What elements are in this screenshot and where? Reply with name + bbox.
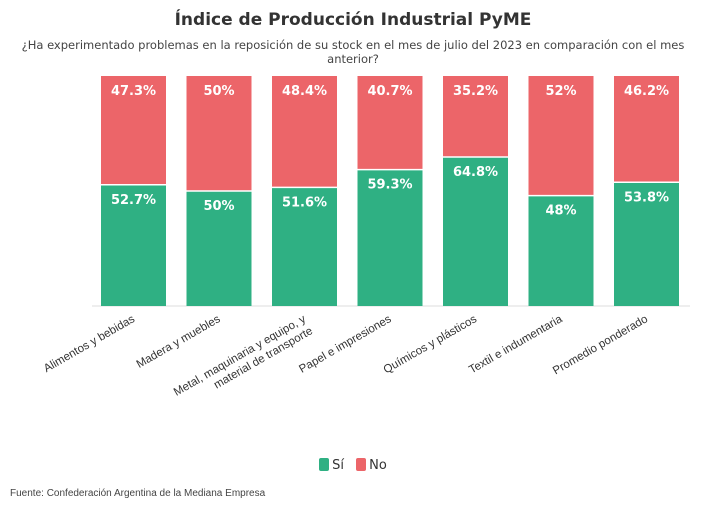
legend-item-si[interactable]: Sí (319, 458, 344, 473)
legend-item-no[interactable]: No (356, 458, 387, 473)
data-label-no-papel-e-impresiones: 40.7% (367, 84, 412, 99)
data-label-no-metal-maquinaria-y-equipo-y-material-de-transporte: 48.4% (282, 84, 327, 99)
x-tick-label-quimicos-y-plasticos: Químicos y plásticos (382, 313, 480, 376)
legend-swatch-no (356, 458, 367, 471)
data-label-no-textil-e-indumentaria: 52% (545, 84, 576, 99)
bar-no-textil-e-indumentaria[interactable] (528, 76, 594, 196)
x-tick-label-papel-e-impresiones: Papel e impresiones (297, 313, 393, 376)
bar-si-papel-e-impresiones[interactable] (357, 169, 423, 306)
data-label-si-quimicos-y-plasticos: 64.8% (453, 165, 498, 180)
data-label-no-promedio-ponderado: 46.2% (624, 84, 669, 99)
data-label-no-alimentos-y-bebidas: 47.3% (111, 84, 156, 99)
data-label-no-madera-y-muebles: 50% (203, 84, 234, 99)
legend: Sí No (0, 458, 706, 473)
data-label-si-metal-maquinaria-y-equipo-y-material-de-transporte: 51.6% (282, 195, 327, 210)
bar-no-quimicos-y-plasticos[interactable] (443, 76, 508, 157)
bar-no-alimentos-y-bebidas[interactable] (101, 76, 166, 185)
legend-label-si: Sí (332, 458, 345, 473)
chart-title: Índice de Producción Industrial PyME (174, 10, 532, 30)
data-label-si-alimentos-y-bebidas: 52.7% (111, 193, 156, 208)
data-label-si-textil-e-indumentaria: 48% (545, 204, 576, 219)
x-tick-label-alimentos-y-bebidas: Alimentos y bebidas (42, 313, 137, 375)
bar-si-promedio-ponderado[interactable] (614, 182, 679, 306)
x-tick-label-promedio-ponderado: Promedio ponderado (551, 313, 650, 377)
data-label-si-papel-e-impresiones: 59.3% (367, 178, 412, 193)
bar-si-alimentos-y-bebidas[interactable] (101, 184, 166, 306)
bar-no-papel-e-impresiones[interactable] (357, 76, 423, 170)
chart-subtitle: ¿Ha experimentado problemas en la reposi… (21, 38, 685, 66)
bar-no-promedio-ponderado[interactable] (614, 76, 679, 183)
bar-si-madera-y-muebles[interactable] (186, 191, 252, 306)
source-note: Fuente: Confederación Argentina de la Me… (10, 488, 266, 499)
bar-si-metal-maquinaria-y-equipo-y-material-de-transporte[interactable] (272, 187, 337, 306)
data-label-si-promedio-ponderado: 53.8% (624, 190, 669, 205)
data-label-no-quimicos-y-plasticos: 35.2% (453, 84, 498, 99)
legend-swatch-si (319, 458, 330, 471)
x-tick-label-madera-y-muebles: Madera y muebles (135, 313, 223, 371)
bar-no-metal-maquinaria-y-equipo-y-material-de-transporte[interactable] (272, 76, 337, 188)
bar-si-textil-e-indumentaria[interactable] (528, 195, 594, 306)
bar-si-quimicos-y-plasticos[interactable] (443, 156, 508, 306)
data-label-si-madera-y-muebles: 50% (203, 199, 234, 214)
legend-label-no: No (369, 458, 387, 473)
bars-group: 47.3% 52.7% 50% 50% 48.4% 51.6% 40.7% 59.3% 35.2… (101, 76, 679, 306)
bar-no-madera-y-muebles[interactable] (186, 76, 252, 191)
